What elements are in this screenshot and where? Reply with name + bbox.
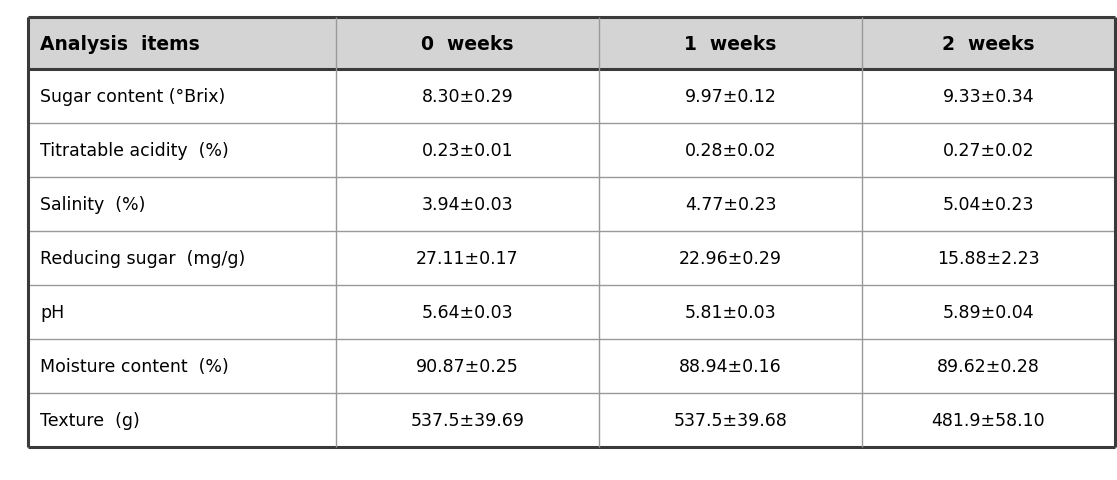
Text: Sugar content (°Brix): Sugar content (°Brix) xyxy=(40,88,226,106)
Text: 9.97±0.12: 9.97±0.12 xyxy=(685,88,776,106)
Text: 89.62±0.28: 89.62±0.28 xyxy=(937,357,1040,375)
Text: 4.77±0.23: 4.77±0.23 xyxy=(685,195,776,214)
Text: 5.04±0.23: 5.04±0.23 xyxy=(943,195,1034,214)
Text: 1  weeks: 1 weeks xyxy=(685,35,776,53)
Bar xyxy=(28,18,1115,70)
Text: 5.81±0.03: 5.81±0.03 xyxy=(685,303,776,321)
Text: 90.87±0.25: 90.87±0.25 xyxy=(417,357,519,375)
Bar xyxy=(28,393,1115,447)
Text: Titratable acidity  (%): Titratable acidity (%) xyxy=(40,142,229,160)
Text: 5.89±0.04: 5.89±0.04 xyxy=(943,303,1034,321)
Bar xyxy=(28,339,1115,393)
Text: 481.9±58.10: 481.9±58.10 xyxy=(932,411,1046,429)
Bar xyxy=(28,124,1115,178)
Text: 0.23±0.01: 0.23±0.01 xyxy=(422,142,514,160)
Text: 537.5±39.69: 537.5±39.69 xyxy=(411,411,525,429)
Text: 15.88±2.23: 15.88±2.23 xyxy=(937,250,1040,267)
Text: Moisture content  (%): Moisture content (%) xyxy=(40,357,229,375)
Text: 3.94±0.03: 3.94±0.03 xyxy=(422,195,514,214)
Text: 537.5±39.68: 537.5±39.68 xyxy=(674,411,787,429)
Text: 5.64±0.03: 5.64±0.03 xyxy=(422,303,514,321)
Bar xyxy=(28,286,1115,339)
Text: Analysis  items: Analysis items xyxy=(40,35,200,53)
Text: Reducing sugar  (mg/g): Reducing sugar (mg/g) xyxy=(40,250,246,267)
Text: 2  weeks: 2 weeks xyxy=(943,35,1034,53)
Text: Salinity  (%): Salinity (%) xyxy=(40,195,145,214)
Text: 22.96±0.29: 22.96±0.29 xyxy=(679,250,782,267)
Text: 88.94±0.16: 88.94±0.16 xyxy=(679,357,782,375)
Bar xyxy=(28,178,1115,231)
Text: 0.28±0.02: 0.28±0.02 xyxy=(685,142,776,160)
Text: 8.30±0.29: 8.30±0.29 xyxy=(421,88,514,106)
Text: 27.11±0.17: 27.11±0.17 xyxy=(417,250,518,267)
Text: 9.33±0.34: 9.33±0.34 xyxy=(943,88,1034,106)
Bar xyxy=(28,231,1115,286)
Text: Texture  (g): Texture (g) xyxy=(40,411,140,429)
Bar xyxy=(28,70,1115,124)
Text: pH: pH xyxy=(40,303,65,321)
Text: 0  weeks: 0 weeks xyxy=(421,35,514,53)
Text: 0.27±0.02: 0.27±0.02 xyxy=(943,142,1034,160)
